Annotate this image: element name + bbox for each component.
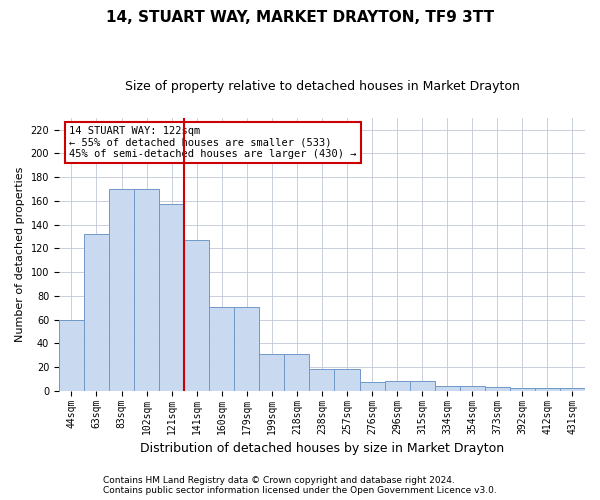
Bar bbox=[234, 306, 259, 391]
Bar bbox=[359, 382, 385, 391]
Bar bbox=[84, 234, 109, 391]
Bar bbox=[334, 370, 359, 391]
Bar bbox=[159, 204, 184, 391]
Bar bbox=[59, 320, 84, 391]
Bar bbox=[259, 354, 284, 391]
Text: Contains HM Land Registry data © Crown copyright and database right 2024.
Contai: Contains HM Land Registry data © Crown c… bbox=[103, 476, 497, 495]
Bar bbox=[485, 387, 510, 391]
Bar bbox=[184, 240, 209, 391]
Text: 14 STUART WAY: 122sqm
← 55% of detached houses are smaller (533)
45% of semi-det: 14 STUART WAY: 122sqm ← 55% of detached … bbox=[70, 126, 357, 159]
Bar bbox=[109, 189, 134, 391]
X-axis label: Distribution of detached houses by size in Market Drayton: Distribution of detached houses by size … bbox=[140, 442, 504, 455]
Y-axis label: Number of detached properties: Number of detached properties bbox=[15, 166, 25, 342]
Bar bbox=[134, 189, 159, 391]
Bar bbox=[460, 386, 485, 391]
Bar bbox=[385, 382, 410, 391]
Bar bbox=[535, 388, 560, 391]
Title: Size of property relative to detached houses in Market Drayton: Size of property relative to detached ho… bbox=[125, 80, 520, 93]
Bar bbox=[284, 354, 310, 391]
Bar bbox=[560, 388, 585, 391]
Bar bbox=[410, 382, 434, 391]
Bar bbox=[434, 386, 460, 391]
Bar bbox=[510, 388, 535, 391]
Text: 14, STUART WAY, MARKET DRAYTON, TF9 3TT: 14, STUART WAY, MARKET DRAYTON, TF9 3TT bbox=[106, 10, 494, 25]
Bar bbox=[310, 370, 334, 391]
Bar bbox=[209, 306, 234, 391]
